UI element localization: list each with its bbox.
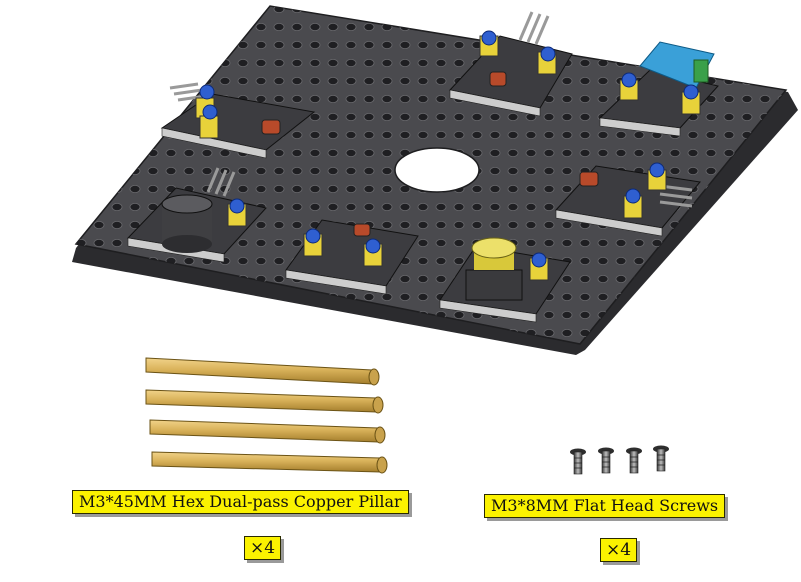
pillar-label: M3*45MM Hex Dual-pass Copper Pillar <box>72 490 409 514</box>
module-mid-left <box>126 167 267 263</box>
center-hole <box>394 147 480 193</box>
flat-head-screw <box>653 445 669 472</box>
flat-head-screw <box>598 447 614 474</box>
flat-head-screw <box>570 448 586 475</box>
push-button <box>465 237 523 301</box>
module-mid-right <box>555 162 701 237</box>
screw-quantity: ×4 <box>600 538 638 562</box>
flat-head-screws <box>570 445 669 475</box>
base-plate <box>72 5 798 355</box>
buzzer <box>161 194 213 253</box>
module-bottom-center <box>285 219 419 295</box>
module-top-center <box>449 11 573 117</box>
module-bottom-right <box>439 237 571 323</box>
copper-pillar <box>145 357 380 386</box>
module-top-left <box>160 82 316 159</box>
screw-label: M3*8MM Flat Head Screws <box>484 494 726 518</box>
flat-head-screw <box>626 447 642 474</box>
copper-pillar <box>145 389 384 414</box>
pillar-quantity: ×4 <box>244 536 282 560</box>
copper-pillar <box>149 419 386 444</box>
module-top-right <box>598 41 719 137</box>
copper-pillar <box>151 451 388 474</box>
copper-pillars <box>145 357 388 474</box>
